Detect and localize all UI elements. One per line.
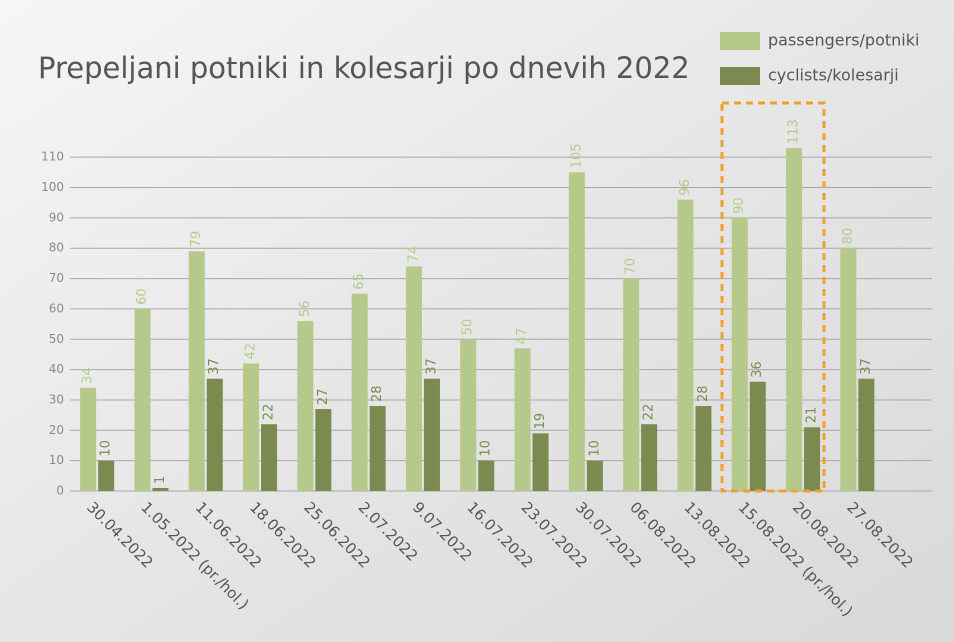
value-label: 37: [207, 358, 222, 375]
value-label: 50: [461, 319, 476, 336]
y-tick-label: 70: [49, 271, 64, 285]
highlight-box: [720, 101, 826, 493]
value-label: 10: [99, 440, 114, 457]
bar: [460, 339, 477, 491]
value-label: 28: [370, 385, 385, 402]
y-tick-label: 60: [49, 301, 64, 315]
bar: [514, 348, 531, 491]
bar: [188, 251, 205, 491]
bar: [152, 487, 169, 491]
value-label: 37: [859, 358, 874, 375]
legend-swatch: [720, 32, 760, 50]
bar: [243, 363, 260, 491]
value-label: 56: [298, 301, 313, 318]
value-label: 113: [787, 119, 802, 144]
value-label: 47: [515, 328, 530, 345]
value-label: 22: [262, 404, 277, 421]
value-label: 37: [424, 358, 439, 375]
y-tick-label: 0: [56, 484, 64, 498]
value-label: 80: [841, 228, 856, 245]
legend-swatch: [720, 67, 760, 85]
y-tick-label: 100: [41, 180, 64, 194]
bar: [586, 460, 603, 491]
value-label: 21: [805, 407, 820, 424]
bar: [641, 424, 658, 491]
y-tick-label: 30: [49, 392, 64, 406]
legend-label: cyclists/kolesarji: [768, 66, 899, 85]
bar: [206, 378, 223, 491]
y-tick-label: 10: [49, 453, 64, 467]
bar: [297, 321, 314, 491]
bar: [369, 406, 386, 491]
value-label: 10: [479, 440, 494, 457]
bar: [749, 381, 766, 491]
bar: [261, 424, 278, 491]
bar: [858, 378, 875, 491]
value-label: 34: [81, 367, 96, 384]
value-label: 27: [316, 389, 331, 406]
y-tick-label: 110: [41, 150, 64, 164]
bar: [804, 427, 821, 491]
bar: [840, 248, 857, 491]
value-label: 22: [642, 404, 657, 421]
bar: [315, 409, 332, 491]
chart-title: Prepeljani potniki in kolesarji po dnevi…: [38, 51, 690, 85]
value-label: 60: [135, 288, 150, 305]
bar: [423, 378, 440, 491]
value-label: 70: [624, 258, 639, 275]
value-label: 96: [678, 179, 693, 196]
bar: [677, 199, 694, 491]
bar: [80, 387, 97, 491]
y-tick-label: 80: [49, 241, 64, 255]
y-tick-label: 40: [49, 362, 64, 376]
bar: [478, 460, 495, 491]
bar: [351, 293, 368, 491]
bar: [134, 308, 151, 491]
bar: [568, 172, 585, 491]
value-label: 42: [244, 343, 259, 360]
bar: [731, 217, 748, 491]
bar: [623, 278, 640, 491]
bar: [405, 266, 422, 491]
bar: [786, 148, 803, 491]
y-tick-label: 20: [49, 423, 64, 437]
value-label: 79: [189, 231, 204, 248]
y-tick-label: 90: [49, 210, 64, 224]
y-tick-label: 50: [49, 332, 64, 346]
value-label: 28: [696, 385, 711, 402]
value-label: 74: [406, 246, 421, 263]
value-label: 105: [569, 144, 584, 169]
value-label: 1: [153, 476, 168, 484]
bar: [98, 460, 115, 491]
legend-label: passengers/potniki: [768, 31, 919, 50]
value-label: 36: [750, 361, 765, 378]
value-label: 65: [352, 273, 367, 290]
bar: [695, 406, 712, 491]
value-label: 10: [587, 440, 602, 457]
bar: [532, 433, 549, 491]
value-label: 19: [533, 413, 548, 430]
value-label: 90: [732, 197, 747, 214]
